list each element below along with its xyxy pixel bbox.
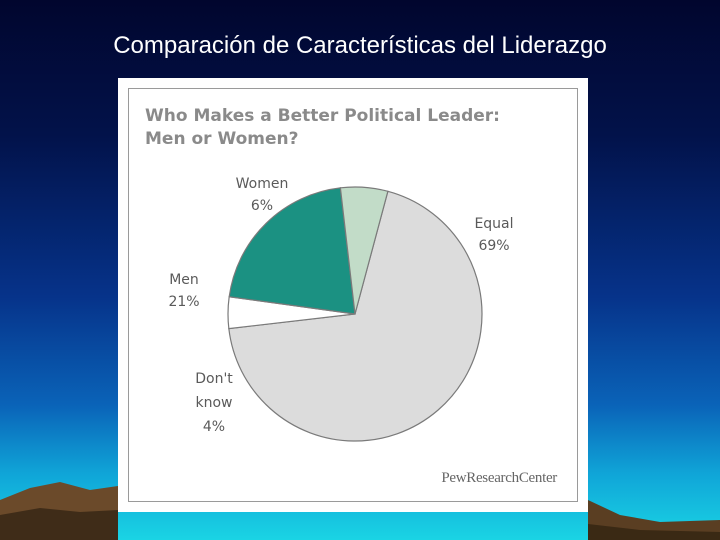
chart-panel: Who Makes a Better Political Leader: Men… — [128, 88, 578, 502]
mountain-background — [0, 482, 720, 540]
chart-frame: Who Makes a Better Political Leader: Men… — [118, 78, 588, 512]
slice-value-equal: 69% — [478, 238, 510, 254]
slice-label-dont-know: Don't know 4% — [179, 367, 249, 439]
slice-label-men: Men 21% — [159, 269, 209, 313]
chart-title: Who Makes a Better Political Leader: Men… — [145, 105, 545, 151]
chart-title-line: Who Makes a Better Political Leader: — [145, 106, 500, 126]
pie-chart — [227, 186, 483, 442]
pie-slice-equal — [228, 190, 483, 442]
slice-value-women: 6% — [250, 198, 274, 214]
slice-label-women: Women 6% — [217, 173, 307, 217]
pie-slice-men — [228, 187, 356, 315]
slice-label-equal: Equal 69% — [459, 213, 529, 257]
slice-name-men: Men — [169, 272, 199, 288]
slice-value-dont-know: 4% — [202, 419, 226, 435]
pie-slice-women — [339, 186, 389, 315]
source-brand: PewResearchCenter — [441, 470, 557, 486]
slice-name-dont-know: Don't know — [195, 371, 233, 411]
slice-name-equal: Equal — [474, 216, 514, 232]
slice-name-women: Women — [235, 176, 289, 192]
slide-title: Comparación de Características del Lider… — [113, 32, 607, 59]
chart-subtitle: Men or Women? — [145, 129, 299, 149]
slice-value-men: 21% — [168, 294, 200, 310]
